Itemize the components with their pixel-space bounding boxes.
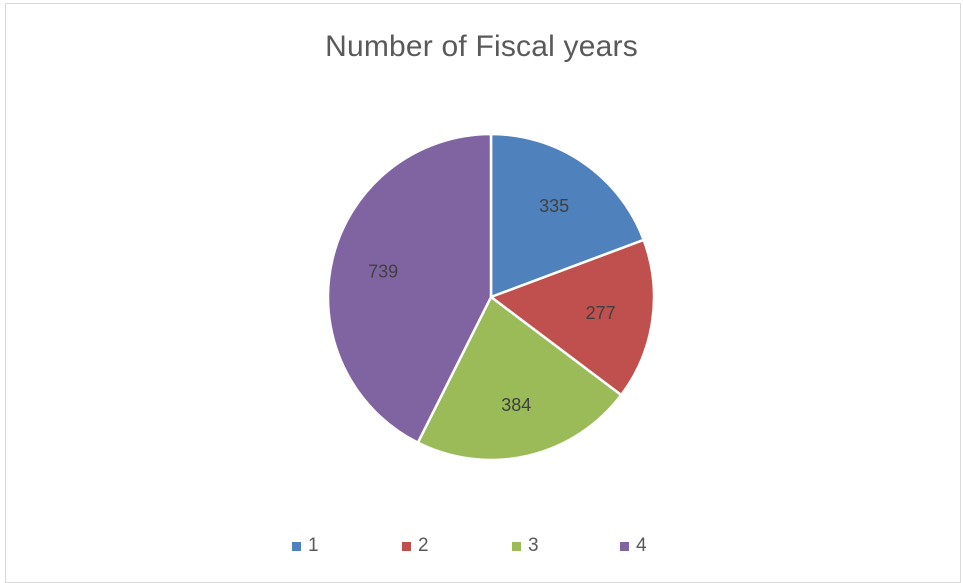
pie-slice-1 <box>489 132 645 299</box>
legend-label-2: 2 <box>418 535 429 556</box>
data-label-1: 335 <box>539 196 569 216</box>
legend-swatch-3 <box>512 541 521 551</box>
legend-swatch-1 <box>292 541 301 551</box>
pie-slice-4 <box>326 132 493 444</box>
legend-item-2: 2 <box>402 534 429 558</box>
legend: 1 2 3 4 <box>0 534 963 558</box>
legend-label-1: 1 <box>308 535 319 556</box>
data-label-4: 739 <box>368 261 398 281</box>
legend-swatch-4 <box>620 541 629 551</box>
pie-slice-2 <box>489 238 656 397</box>
legend-item-4: 4 <box>620 534 647 558</box>
data-label-2: 277 <box>586 303 616 323</box>
data-label-3: 384 <box>501 395 531 415</box>
legend-label-3: 3 <box>528 535 539 556</box>
chart-title: Number of Fiscal years <box>325 30 638 63</box>
legend-swatch-2 <box>402 541 411 551</box>
legend-item-3: 3 <box>512 534 539 558</box>
legend-item-1: 1 <box>292 534 319 558</box>
pie-slice-3 <box>416 295 623 462</box>
legend-label-4: 4 <box>636 535 647 556</box>
